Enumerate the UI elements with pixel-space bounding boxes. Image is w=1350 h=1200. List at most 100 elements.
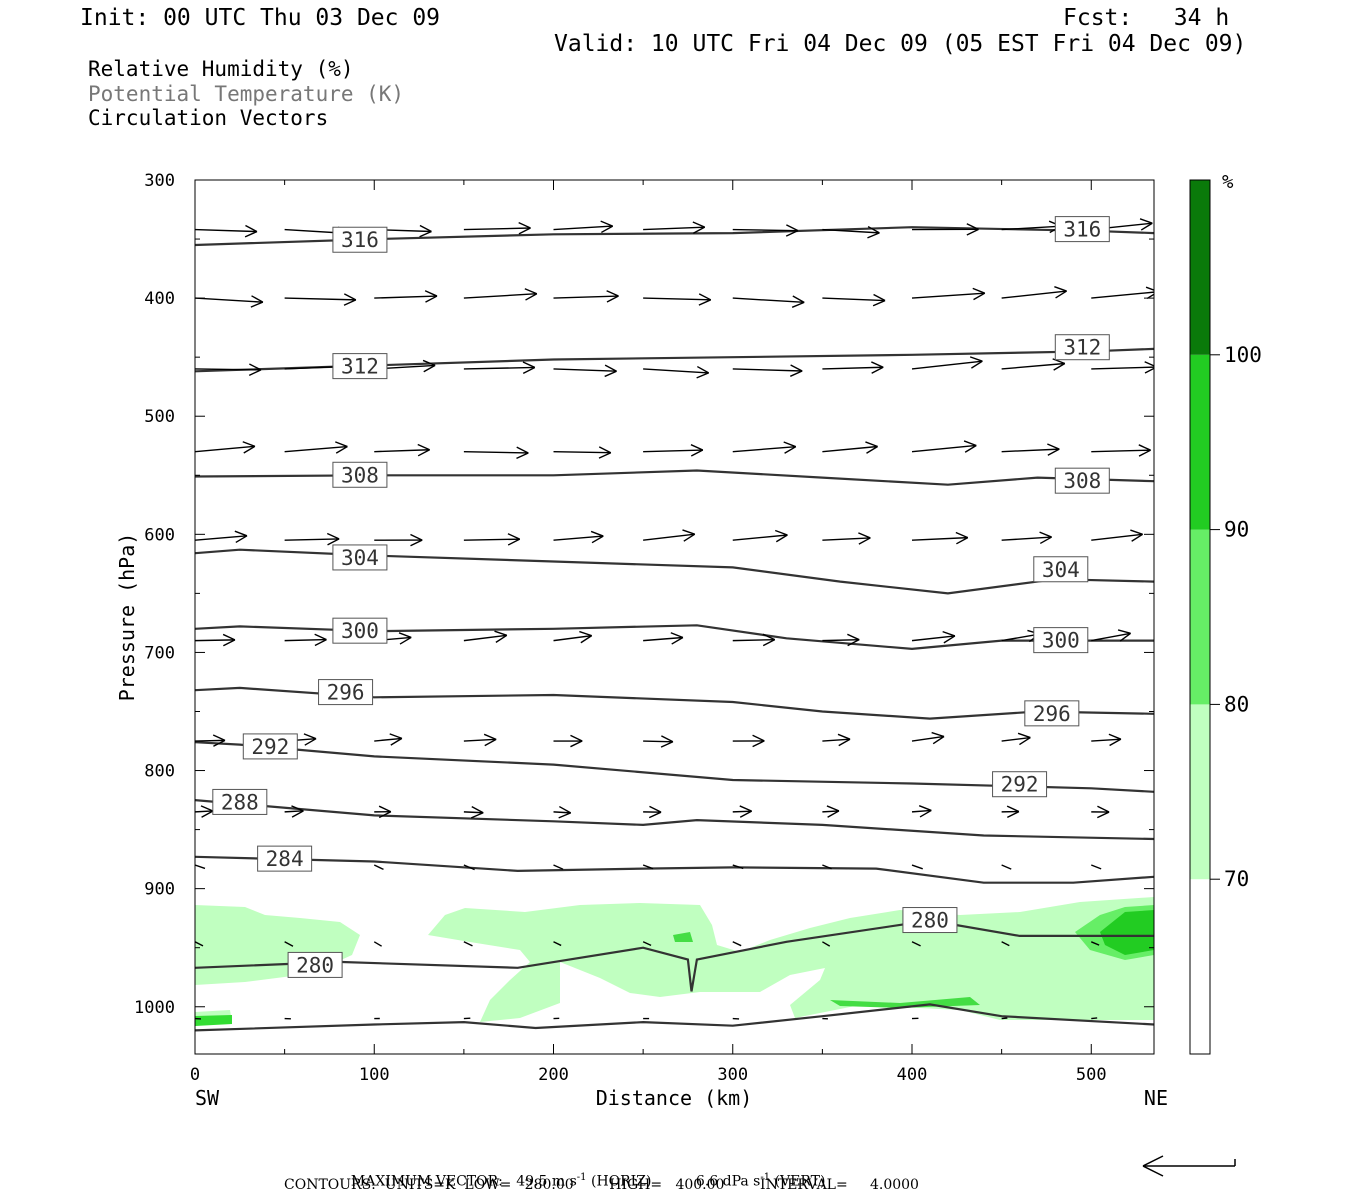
vector-head-b-5: [692, 221, 706, 228]
vector-shaft-65: [1091, 632, 1131, 642]
vector-head-b-54: [1130, 529, 1143, 535]
vector-head-b-51: [858, 532, 871, 539]
vector-head-b-74: [931, 731, 945, 738]
theta-label-box-280: [287, 951, 343, 978]
vector-shaft-52: [911, 536, 968, 541]
vector-head-a-27: [696, 372, 709, 379]
vector-head-b-6: [786, 224, 799, 232]
vector-shaft-44: [195, 535, 248, 541]
vector-shaft-95: [822, 864, 832, 870]
colorbar-segment-4: [1190, 180, 1210, 355]
colorbar-label-100: 100: [1224, 343, 1262, 367]
vector-head-a-84: [827, 810, 840, 818]
vector-head-a-81: [558, 812, 571, 819]
vector-head-b-15: [606, 290, 619, 297]
theta-label-312: 312: [341, 355, 379, 379]
vector-head-b-71: [661, 735, 674, 743]
vector-head-a-40: [866, 445, 878, 454]
vector-shaft-43: [1091, 449, 1151, 453]
vector-shaft-7: [822, 228, 880, 234]
forecast-hour: Fcst: 34 h: [1063, 5, 1230, 31]
theta-label-296: 296: [327, 681, 365, 705]
vector-head-a-55: [223, 639, 236, 647]
vector-shaft-103: [553, 941, 562, 947]
rh-region-80-bottom-left: [195, 1015, 232, 1026]
theta-label-box-304: [332, 544, 388, 571]
vector-head-a-30: [971, 360, 983, 369]
vector-shaft-41: [911, 444, 977, 453]
vector-head-b-83: [739, 805, 752, 812]
vector-head-b-20: [1054, 286, 1067, 292]
vector-head-a-11: [250, 301, 264, 308]
vector-head-b-29: [871, 361, 884, 368]
vector-head-b-18: [873, 293, 886, 302]
vector-head-b-50: [774, 529, 788, 536]
vector-head-b-46: [410, 533, 423, 541]
theta-label-316: 316: [1063, 218, 1101, 242]
vector-shaft-80: [463, 811, 484, 814]
vector-head-a-86: [1007, 810, 1020, 819]
init-time: Init: 00 UTC Thu 03 Dec 09: [80, 5, 441, 31]
vector-shaft-102: [463, 941, 473, 947]
colorbar-unit: %: [1222, 171, 1234, 193]
vector-head-a-69: [484, 738, 497, 747]
vector-head-b-44: [234, 530, 248, 537]
vector-head-a-32: [1144, 367, 1154, 374]
axes: 300 400 500 600 700 800 900 1000 0 100 200 300 400 50…: [134, 171, 1154, 1085]
vector-head-b-13: [424, 290, 438, 297]
x-tick-label-300: 300: [717, 1065, 748, 1085]
vector-shaft-90: [373, 864, 384, 871]
theta-contour-308: [195, 469, 1154, 486]
vector-shaft-13: [374, 295, 438, 299]
vector-shaft-22: [195, 368, 262, 371]
vector-head-b-35: [417, 443, 430, 451]
vector-shaft-51: [822, 537, 871, 541]
theta-label-312: 312: [1063, 336, 1101, 360]
vector-head-b-56: [314, 633, 327, 641]
colorbar-label-90: 90: [1224, 518, 1249, 542]
vector-head-b-16: [698, 293, 712, 301]
vector-head-b-0: [245, 224, 258, 233]
vector-shaft-32: [1091, 366, 1154, 370]
vector-head-a-77: [201, 810, 214, 818]
rh-region-70-main: [428, 897, 1154, 1022]
vector-shaft-61: [732, 638, 775, 642]
theta-label-box-316: [1054, 216, 1110, 243]
rh-region-80-surface: [830, 997, 980, 1008]
theta-label-box-284: [257, 845, 313, 872]
vector-head-b-76: [1108, 733, 1122, 740]
vector-head-a-57: [399, 636, 412, 645]
vector-head-a-46: [410, 539, 423, 547]
vector-head-b-65: [1117, 629, 1131, 635]
y-tick-label-1000: 1000: [134, 998, 175, 1018]
vector-shaft-3: [463, 227, 531, 231]
vector-head-a-67: [304, 738, 317, 746]
vector-shaft-104: [642, 941, 652, 946]
vector-shaft-16: [643, 297, 711, 301]
vector-shaft-94: [732, 864, 744, 870]
vector-shaft-40: [822, 445, 878, 453]
theta-label-box-308: [332, 461, 388, 488]
vector-head-b-48: [590, 530, 604, 537]
theta-label-box-300: [1033, 627, 1089, 654]
vector-head-b-53: [1039, 531, 1052, 538]
vector-shaft-66: [195, 739, 226, 742]
theta-label-296: 296: [1033, 702, 1071, 726]
vector-head-a-58: [495, 634, 508, 643]
theta-contour-284: [195, 855, 1154, 884]
vector-head-a-54: [1131, 533, 1144, 542]
vector-head-a-4: [601, 225, 614, 234]
colorbar-label-70: 70: [1224, 867, 1249, 891]
max-vector-horiz: 49.5 m s: [516, 1173, 577, 1190]
vector-head-a-13: [425, 295, 438, 303]
legend-rh: Relative Humidity (%): [88, 57, 354, 81]
vector-shaft-12: [284, 297, 356, 301]
vector-shaft-6: [732, 228, 798, 232]
colorbar-label-80: 80: [1224, 692, 1249, 716]
colorbar-segment-0: [1190, 879, 1210, 1054]
endpoint-left: SW: [195, 1086, 220, 1110]
endpoint-right: NE: [1144, 1086, 1168, 1110]
rh-colorbar: 70 80 90 100%: [1189, 171, 1262, 1055]
vector-head-a-45: [327, 538, 340, 546]
vector-head-b-85: [918, 805, 932, 812]
